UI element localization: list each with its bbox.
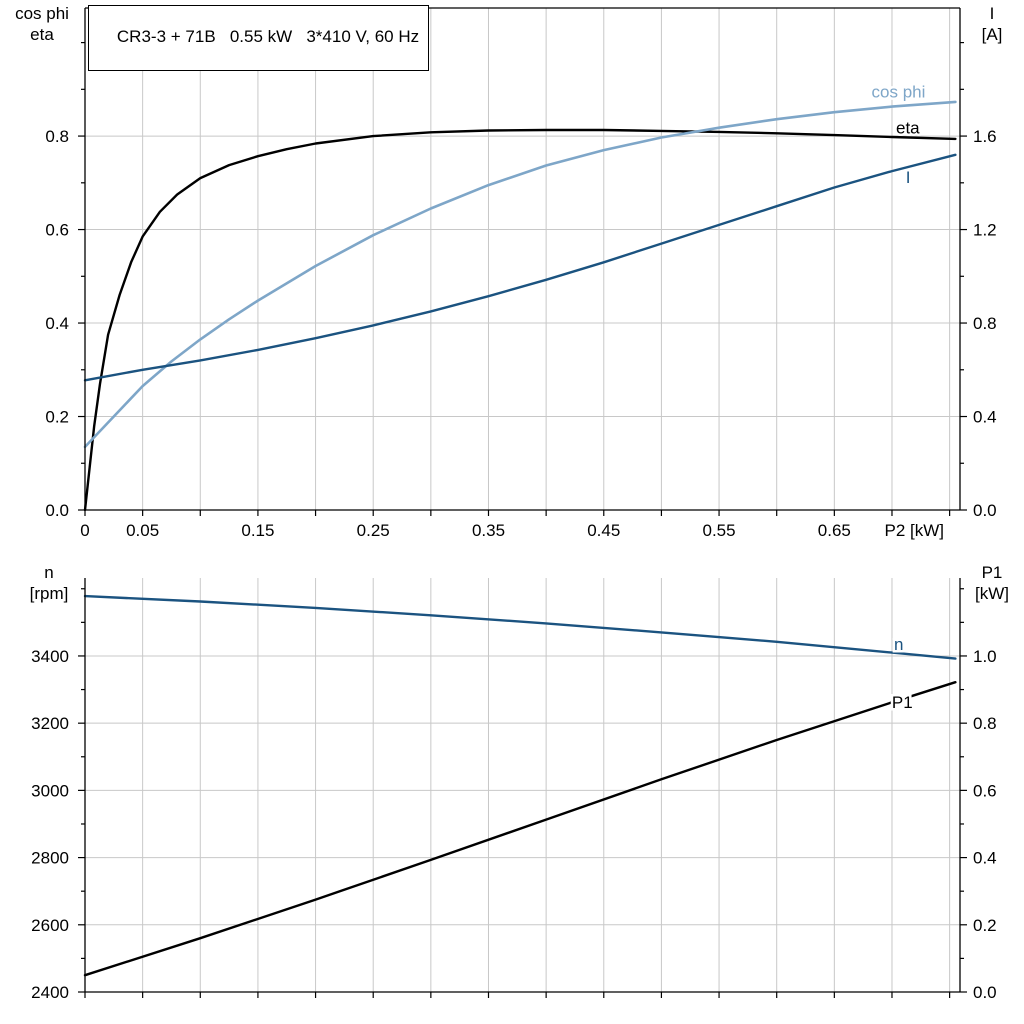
bottom-right-axis-title: P1 [kW] <box>964 562 1020 604</box>
svg-text:1.0: 1.0 <box>973 647 997 666</box>
speed-axis-label: n <box>44 563 54 582</box>
svg-text:0.8: 0.8 <box>45 127 69 146</box>
svg-text:0.0: 0.0 <box>973 983 997 1002</box>
svg-text:cos phi: cos phi <box>872 82 926 101</box>
svg-text:0.0: 0.0 <box>973 501 997 520</box>
p1-axis-label: P1 <box>981 563 1003 582</box>
svg-text:0.65: 0.65 <box>818 521 851 540</box>
svg-text:eta: eta <box>896 119 920 138</box>
svg-text:0.4: 0.4 <box>973 849 997 868</box>
current-axis-label: I <box>989 4 995 23</box>
svg-text:0.2: 0.2 <box>45 408 69 427</box>
chart-title: CR3-3 + 71B 0.55 kW 3*410 V, 60 Hz <box>116 27 420 46</box>
svg-text:0.8: 0.8 <box>973 714 997 733</box>
svg-text:0.6: 0.6 <box>973 781 997 800</box>
svg-text:0.25: 0.25 <box>357 521 390 540</box>
svg-text:0.0: 0.0 <box>45 501 69 520</box>
svg-text:0.35: 0.35 <box>472 521 505 540</box>
svg-text:0.2: 0.2 <box>973 916 997 935</box>
svg-text:3400: 3400 <box>31 647 69 666</box>
svg-text:3000: 3000 <box>31 781 69 800</box>
svg-text:0.4: 0.4 <box>45 314 69 333</box>
svg-text:2600: 2600 <box>31 916 69 935</box>
svg-text:0.05: 0.05 <box>126 521 159 540</box>
svg-text:P1: P1 <box>892 693 913 712</box>
svg-text:2800: 2800 <box>31 849 69 868</box>
eta-axis-label: eta <box>30 25 54 44</box>
svg-text:1.6: 1.6 <box>973 127 997 146</box>
svg-text:2400: 2400 <box>31 983 69 1002</box>
rpm-unit-label: [rpm] <box>29 584 69 603</box>
chart-plot-1: 2400 2600 2800 3000 3200 3400 0.0 0.2 0.4 0.6 0.8 1… <box>31 578 997 1002</box>
svg-text:0.8: 0.8 <box>973 314 997 333</box>
top-left-axis-title: cos phi eta <box>4 3 80 45</box>
chart-plot-0: 0 0.05 0.15 0.25 0.35 0.45 0.55 0.65 P2 [kW] 0.0 0… <box>45 7 997 540</box>
svg-text:0.45: 0.45 <box>587 521 620 540</box>
svg-text:0.55: 0.55 <box>703 521 736 540</box>
svg-text:P2 [kW]: P2 [kW] <box>884 521 944 540</box>
svg-text:1.2: 1.2 <box>973 221 997 240</box>
top-right-axis-title: I [A] <box>966 3 1018 45</box>
kw-unit-label: [kW] <box>975 584 1009 603</box>
bottom-left-axis-title: n [rpm] <box>16 562 82 604</box>
svg-text:0.15: 0.15 <box>241 521 274 540</box>
svg-text:I: I <box>906 168 911 187</box>
svg-text:0.4: 0.4 <box>973 408 997 427</box>
cos-phi-axis-label: cos phi <box>15 4 69 23</box>
ampere-unit-label: [A] <box>981 25 1003 44</box>
svg-text:3200: 3200 <box>31 714 69 733</box>
chart-title-box: CR3-3 + 71B 0.55 kW 3*410 V, 60 Hz <box>88 5 430 71</box>
svg-text:n: n <box>894 635 903 654</box>
svg-text:0.6: 0.6 <box>45 221 69 240</box>
svg-text:0: 0 <box>80 521 89 540</box>
